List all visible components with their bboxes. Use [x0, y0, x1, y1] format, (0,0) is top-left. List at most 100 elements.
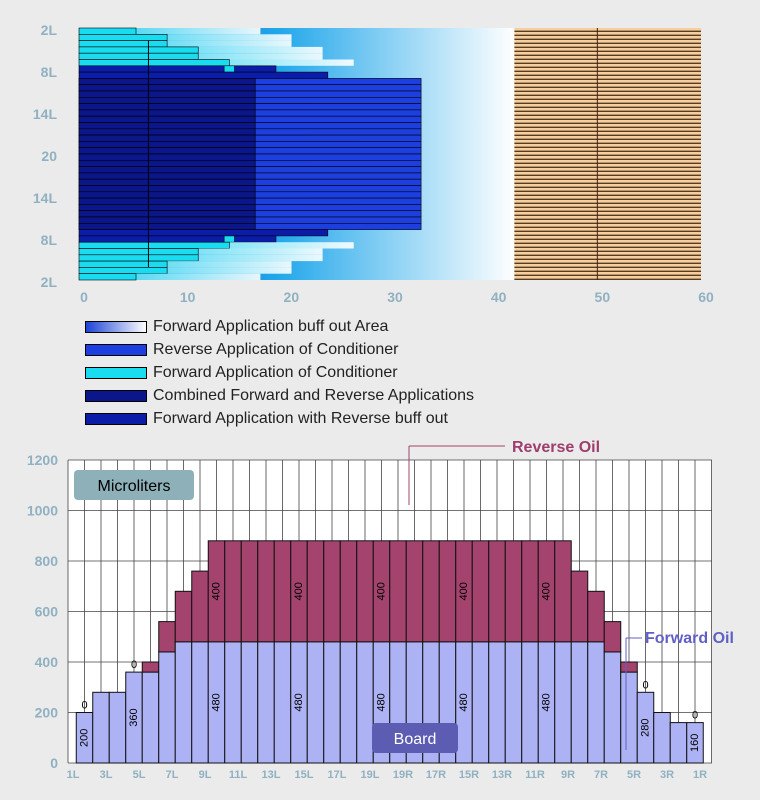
top-x-axis: 0 10 20 30 40 50 60 [80, 289, 714, 305]
forward-fade-row [79, 34, 292, 41]
x-tick-label: 7L [166, 769, 179, 781]
combined-application-bar [78, 115, 256, 123]
forward-fade-row [79, 267, 292, 274]
combined-application-bar [78, 84, 256, 92]
legend-label: Forward Application with Reverse buff ou… [153, 409, 448, 427]
x-tick-label: 1R [693, 769, 707, 781]
value-label: 400 [210, 582, 222, 600]
forward-oil-bar [158, 651, 176, 764]
x-tick-label: 40 [491, 289, 507, 305]
x-tick-label: 11L [229, 769, 248, 781]
y-tick-label: 0 [50, 755, 58, 771]
combined-application-bar [78, 204, 256, 211]
forward-fade-row [79, 28, 261, 35]
y-axis-label: Microliters [98, 478, 171, 495]
forward-fade-row [79, 40, 292, 47]
x-tick-label: 7R [594, 769, 608, 781]
bottom-chart: 0 200 400 600 800 1000 1200 1L 3L 5L 7L 9L 11L 13L 15L… [27, 440, 734, 781]
forward-oil-bar [339, 641, 358, 764]
reverse-oil-bar [257, 540, 275, 643]
reverse-oil-bar [471, 540, 490, 643]
combined-application-bar [78, 103, 256, 111]
forward-oil-annotation: Forward Oil [625, 630, 734, 750]
x-tick-label: 13R [492, 769, 512, 781]
combined-application-bar [78, 128, 256, 136]
y-tick-label: 1200 [27, 452, 58, 468]
forward-application-bar [78, 59, 230, 67]
value-label: 480 [540, 693, 552, 711]
x-tick-label: 13L [262, 769, 281, 781]
x-tick-label: 17R [426, 769, 446, 781]
value-label: 400 [375, 582, 387, 600]
reverse-oil-bar [339, 540, 358, 643]
forward-oil-bar [471, 641, 490, 764]
forward-application-bar [78, 273, 137, 281]
combined-application-bar [78, 153, 256, 161]
x-tick-label: 5R [627, 769, 641, 781]
reverse-oil-bar [620, 661, 638, 673]
forward-oil-bar [521, 641, 539, 764]
reverse-oil-bar [224, 540, 242, 643]
forward-oil-bar [92, 691, 110, 764]
reverse-oil-label: Reverse Oil [512, 440, 600, 456]
y-tick-label: 14L [33, 190, 58, 206]
x-tick-label: 19R [393, 769, 413, 781]
reverse-oil-bar [356, 540, 374, 643]
forward-oil-label: Forward Oil [645, 630, 734, 647]
forward-application-bar [78, 260, 168, 268]
combined-application-bar [78, 97, 256, 104]
value-label: 480 [458, 693, 470, 711]
y-tick-label: 20 [41, 148, 57, 164]
legend-item: Forward Application of Conditioner [85, 361, 474, 384]
top-chart: 2L 8L 14L 20 14L 8L 2L 0 10 20 30 40 50 60 [33, 22, 714, 305]
x-tick-label: 5L [133, 769, 146, 781]
reverse-oil-bar [587, 590, 605, 643]
y-tick-label: 2L [41, 274, 58, 290]
forward-oil-bar [488, 641, 506, 764]
y-tick-label: 600 [35, 604, 59, 620]
x-tick-label: 15R [459, 769, 479, 781]
microliters-box [74, 470, 194, 500]
forward-oil-bar [603, 651, 622, 764]
forward-oil-bar [273, 641, 292, 764]
combined-application-bar [78, 185, 256, 193]
legend-swatch-forward-reverse-buff [85, 412, 147, 425]
reverse-oil-bar [438, 540, 457, 643]
forward-oil-bar [174, 641, 193, 764]
combined-application-bar [78, 166, 256, 174]
reverse-oil-bar [405, 540, 424, 643]
combined-application-bar [78, 122, 256, 130]
forward-reverse-buff-bar [78, 71, 329, 79]
forward-oil-bar [141, 671, 160, 764]
reverse-oil-bar [389, 540, 407, 643]
legend-label: Forward Application buff out Area [153, 317, 389, 335]
x-tick-label: 50 [595, 289, 611, 305]
legend-label: Forward Application of Conditioner [153, 363, 398, 381]
forward-fade-row [79, 254, 323, 262]
x-tick-label: 17L [328, 769, 347, 781]
reverse-oil-bar [306, 540, 325, 643]
combined-application-bar [78, 141, 256, 148]
legend-swatch-reverse [85, 343, 147, 356]
value-label: 400 [293, 582, 305, 600]
legend-swatch-buff-out [85, 320, 147, 333]
forward-oil-bar [669, 722, 688, 764]
forward-application-bar [78, 27, 137, 35]
x-tick-label: 0 [80, 289, 88, 305]
x-tick-label: 15L [295, 769, 314, 781]
value-label: 480 [293, 693, 305, 711]
microliters-label-box: Microliters [74, 470, 194, 500]
x-tick-label: 19L [361, 769, 380, 781]
combined-application-bar [78, 90, 256, 98]
value-label: 200 [78, 729, 90, 747]
combined-application-bar [78, 216, 256, 224]
forward-application-bar [78, 241, 230, 249]
forward-oil-bar [108, 691, 127, 764]
x-tick-label: 3R [660, 769, 674, 781]
value-label: 480 [375, 693, 387, 711]
y-tick-label: 400 [35, 654, 59, 670]
forward-application-bar [78, 267, 168, 274]
x-tick-label: 30 [387, 289, 403, 305]
value-label: 0 [642, 679, 648, 691]
x-tick-label: 9R [561, 769, 575, 781]
